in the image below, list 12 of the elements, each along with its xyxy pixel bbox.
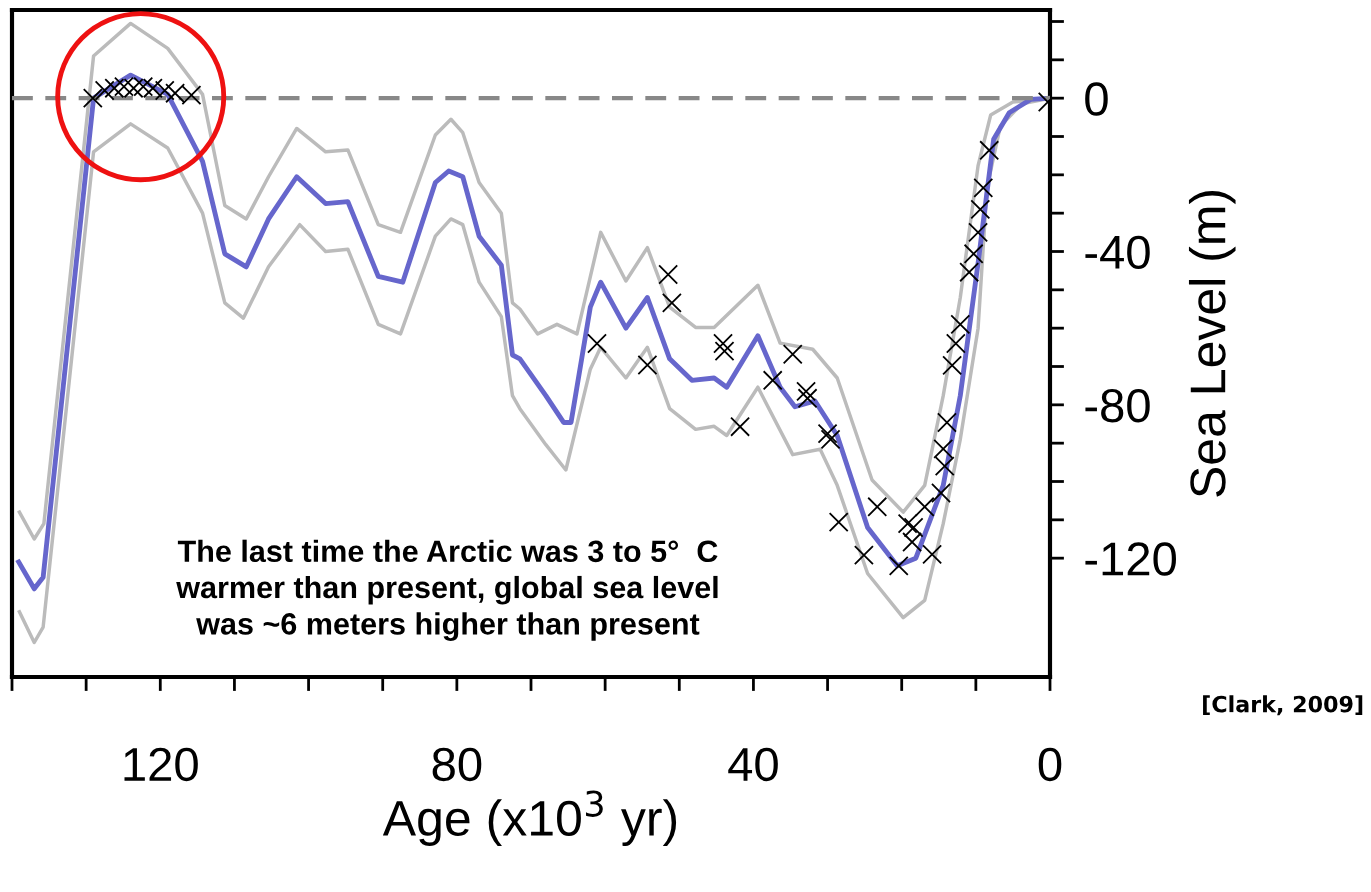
y-tick-label: -80 xyxy=(1085,388,1150,423)
y-tick-label: -40 xyxy=(1085,235,1150,270)
text: [Clark, 2009] xyxy=(1203,695,1363,716)
y-axis-title: Sea Level (m) xyxy=(1188,190,1236,497)
annotation: The last time the Arctic was 3 to 5° C warmer than present, global sea level was ~6 meters higher than present xyxy=(176,539,718,641)
y-tick-label: 0 xyxy=(1085,82,1108,116)
x-tick-label: 40 xyxy=(728,747,778,782)
y-tick-label: -120 xyxy=(1085,542,1176,576)
x-tick-label: 120 xyxy=(124,747,198,782)
x-tick-label: 0 xyxy=(1038,747,1062,782)
x-axis-title: Age (x10$^{3}$ yr) xyxy=(382,790,677,846)
x-tick-label: 80 xyxy=(432,747,482,782)
